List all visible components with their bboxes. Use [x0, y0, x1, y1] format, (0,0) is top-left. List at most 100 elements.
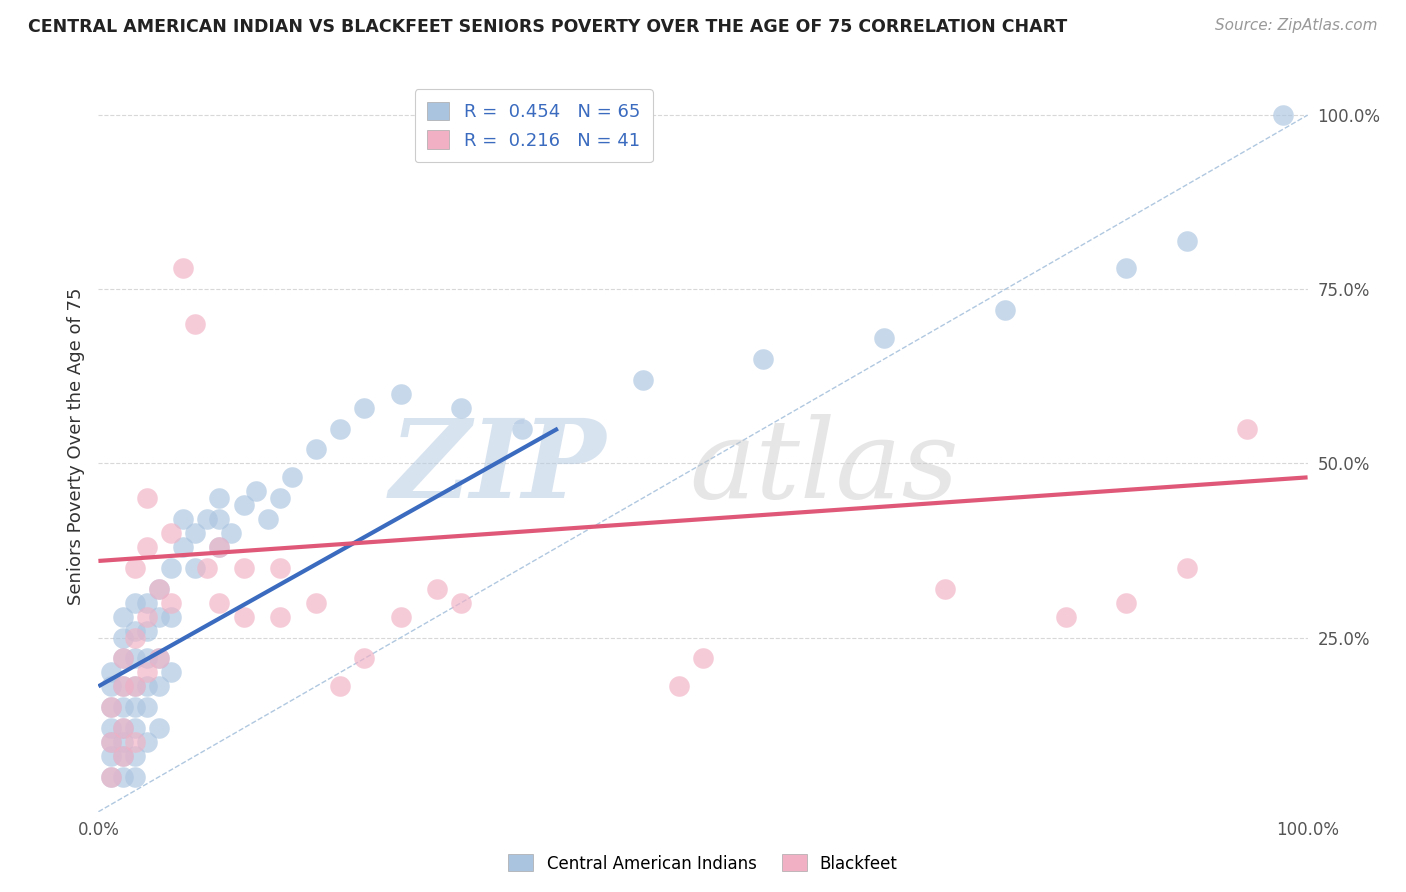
Point — [111, 700, 134, 714]
Point — [135, 596, 157, 610]
Point — [752, 351, 775, 366]
Point — [135, 491, 157, 506]
Text: atlas: atlas — [689, 414, 959, 522]
Point — [135, 665, 157, 680]
Point — [111, 679, 134, 693]
Point — [232, 609, 254, 624]
Point — [305, 596, 328, 610]
Point — [232, 561, 254, 575]
Point — [631, 373, 654, 387]
Point — [124, 735, 146, 749]
Point — [160, 596, 183, 610]
Text: Source: ZipAtlas.com: Source: ZipAtlas.com — [1215, 18, 1378, 33]
Point — [208, 512, 231, 526]
Point — [100, 721, 122, 735]
Point — [100, 700, 122, 714]
Legend: R =  0.454   N = 65, R =  0.216   N = 41: R = 0.454 N = 65, R = 0.216 N = 41 — [415, 89, 652, 162]
Point — [124, 770, 146, 784]
Point — [100, 679, 122, 693]
Point — [208, 540, 231, 554]
Point — [208, 540, 231, 554]
Y-axis label: Seniors Poverty Over the Age of 75: Seniors Poverty Over the Age of 75 — [66, 287, 84, 605]
Point — [111, 631, 134, 645]
Point — [329, 421, 352, 435]
Point — [111, 735, 134, 749]
Point — [111, 749, 134, 764]
Point — [148, 609, 170, 624]
Point — [873, 331, 896, 345]
Point — [135, 700, 157, 714]
Point — [135, 735, 157, 749]
Point — [389, 609, 412, 624]
Point — [111, 651, 134, 665]
Point — [124, 679, 146, 693]
Point — [245, 484, 267, 499]
Point — [450, 401, 472, 415]
Point — [172, 540, 194, 554]
Point — [135, 679, 157, 693]
Point — [208, 491, 231, 506]
Point — [100, 770, 122, 784]
Point — [208, 596, 231, 610]
Point — [124, 624, 146, 638]
Point — [195, 561, 218, 575]
Point — [256, 512, 278, 526]
Point — [148, 582, 170, 596]
Point — [100, 700, 122, 714]
Point — [426, 582, 449, 596]
Point — [305, 442, 328, 457]
Point — [111, 749, 134, 764]
Point — [692, 651, 714, 665]
Point — [148, 679, 170, 693]
Point — [934, 582, 956, 596]
Point — [111, 679, 134, 693]
Point — [184, 561, 207, 575]
Point — [281, 470, 304, 484]
Legend: Central American Indians, Blackfeet: Central American Indians, Blackfeet — [502, 847, 904, 880]
Point — [100, 749, 122, 764]
Point — [329, 679, 352, 693]
Point — [111, 651, 134, 665]
Point — [148, 721, 170, 735]
Point — [1236, 421, 1258, 435]
Point — [160, 609, 183, 624]
Point — [111, 721, 134, 735]
Point — [124, 596, 146, 610]
Point — [135, 540, 157, 554]
Point — [111, 770, 134, 784]
Point — [450, 596, 472, 610]
Point — [1115, 596, 1137, 610]
Point — [100, 735, 122, 749]
Point — [172, 512, 194, 526]
Point — [124, 631, 146, 645]
Point — [221, 526, 243, 541]
Point — [1175, 234, 1198, 248]
Point — [135, 609, 157, 624]
Point — [160, 665, 183, 680]
Point — [100, 770, 122, 784]
Point — [269, 561, 291, 575]
Point — [124, 679, 146, 693]
Point — [510, 421, 533, 435]
Point — [160, 526, 183, 541]
Text: CENTRAL AMERICAN INDIAN VS BLACKFEET SENIORS POVERTY OVER THE AGE OF 75 CORRELAT: CENTRAL AMERICAN INDIAN VS BLACKFEET SEN… — [28, 18, 1067, 36]
Point — [135, 624, 157, 638]
Point — [994, 303, 1017, 318]
Point — [269, 491, 291, 506]
Point — [124, 721, 146, 735]
Point — [148, 651, 170, 665]
Point — [1054, 609, 1077, 624]
Point — [111, 609, 134, 624]
Point — [124, 749, 146, 764]
Point — [184, 526, 207, 541]
Point — [232, 498, 254, 512]
Point — [100, 665, 122, 680]
Point — [269, 609, 291, 624]
Point — [124, 651, 146, 665]
Point — [184, 317, 207, 331]
Point — [353, 651, 375, 665]
Point — [353, 401, 375, 415]
Point — [124, 561, 146, 575]
Point — [668, 679, 690, 693]
Point — [172, 261, 194, 276]
